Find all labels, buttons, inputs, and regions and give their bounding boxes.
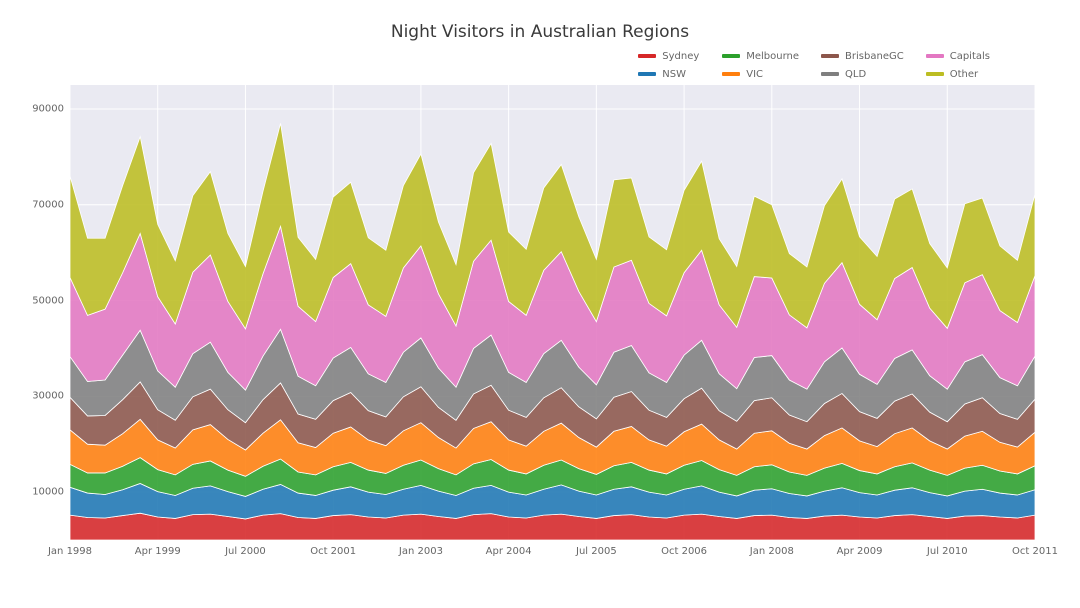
legend-item-vic: VIC [722, 66, 799, 82]
xtick-label: Apr 1999 [135, 546, 181, 557]
area-series-sydney [70, 513, 1035, 540]
legend-label: VIC [746, 69, 763, 80]
legend-item-qld: QLD [821, 66, 904, 82]
legend-item-brisbanegc: BrisbaneGC [821, 48, 904, 64]
ytick-label: 70000 [32, 199, 64, 210]
xtick-label: Jan 2008 [750, 546, 794, 557]
ytick-label: 90000 [32, 103, 64, 114]
legend-swatch [821, 72, 839, 76]
xtick-label: Jan 2003 [399, 546, 443, 557]
legend-label: Melbourne [746, 51, 799, 62]
legend-label: Capitals [950, 51, 990, 62]
legend-label: QLD [845, 69, 866, 80]
legend: Sydney Melbourne BrisbaneGC Capitals NSW VIC Q… [638, 48, 990, 82]
legend-swatch [821, 54, 839, 58]
ytick-label: 10000 [32, 487, 64, 498]
xtick-label: Jul 2010 [927, 546, 968, 557]
legend-item-nsw: NSW [638, 66, 700, 82]
xtick-label: Oct 2011 [1012, 546, 1058, 557]
legend-item-melbourne: Melbourne [722, 48, 799, 64]
xtick-label: Apr 2009 [837, 546, 883, 557]
legend-item-other: Other [926, 66, 990, 82]
plot-svg [70, 85, 1035, 540]
xtick-label: Apr 2004 [486, 546, 532, 557]
legend-swatch [722, 72, 740, 76]
xtick-label: Jul 2000 [225, 546, 266, 557]
xtick-label: Jan 1998 [48, 546, 92, 557]
legend-item-capitals: Capitals [926, 48, 990, 64]
legend-swatch [638, 54, 656, 58]
legend-label: Sydney [662, 51, 699, 62]
legend-label: BrisbaneGC [845, 51, 904, 62]
chart-container: Night Visitors in Australian Regions Syd… [0, 0, 1080, 608]
xtick-label: Jul 2005 [576, 546, 617, 557]
ytick-label: 30000 [32, 391, 64, 402]
ytick-label: 50000 [32, 295, 64, 306]
xtick-label: Oct 2001 [310, 546, 356, 557]
legend-label: NSW [662, 69, 686, 80]
chart-title: Night Visitors in Australian Regions [0, 22, 1080, 42]
legend-swatch [926, 72, 944, 76]
xtick-label: Oct 2006 [661, 546, 707, 557]
legend-swatch [722, 54, 740, 58]
legend-swatch [926, 54, 944, 58]
legend-swatch [638, 72, 656, 76]
legend-label: Other [950, 69, 978, 80]
plot-area: 1000030000500007000090000Jan 1998Apr 199… [70, 85, 1035, 540]
legend-item-sydney: Sydney [638, 48, 700, 64]
